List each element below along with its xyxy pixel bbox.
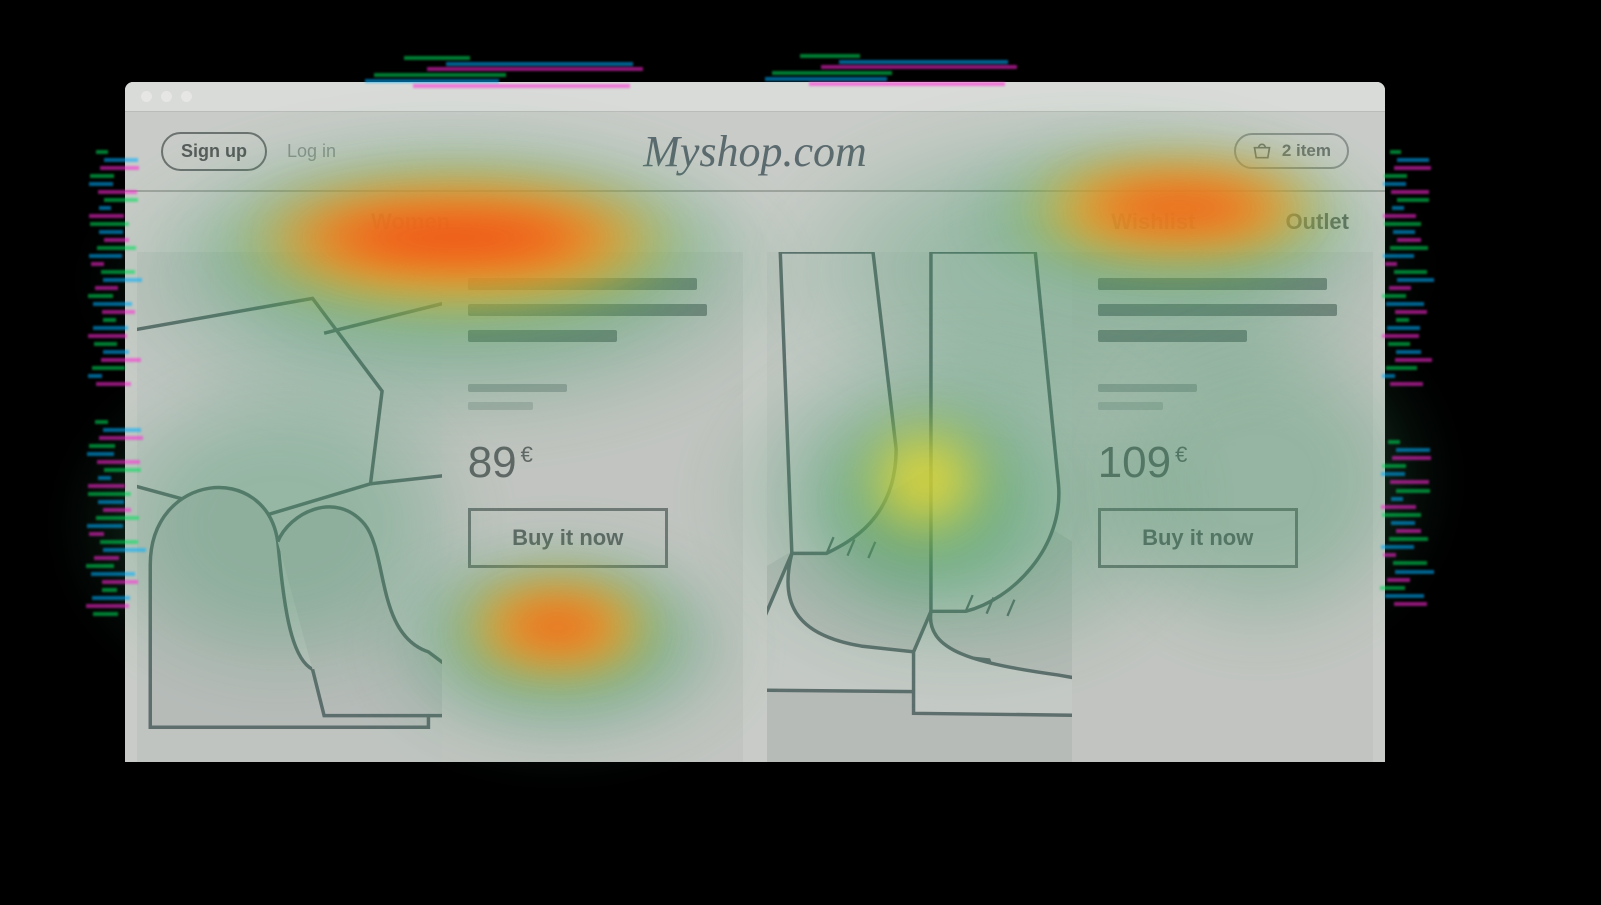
product-info-1: 89 € Buy it now [442,252,743,762]
product-price-1: 89 € [468,438,717,488]
skeleton-line [1098,384,1198,392]
buy-button-2[interactable]: Buy it now [1098,508,1298,568]
product-image-2 [767,252,1072,762]
main-nav: Women Wishlist Outlet [125,192,1385,252]
titlebar [125,82,1385,112]
skeleton-line [1098,278,1327,290]
signup-button[interactable]: Sign up [161,132,267,171]
currency-symbol: € [521,442,533,468]
site-logo[interactable]: Myshop.com [643,126,867,177]
page: Sign up Log in Myshop.com 2 item Women [125,112,1385,762]
product-info-2: 109 € Buy it now [1072,252,1373,762]
nav-item-outlet[interactable]: Outlet [1285,209,1349,235]
skeleton-line [468,384,568,392]
nav-item-wishlist[interactable]: Wishlist [1111,209,1195,235]
cart-label: 2 item [1282,141,1331,161]
skeleton-line [468,278,697,290]
product-price-2: 109 € [1098,438,1347,488]
login-link[interactable]: Log in [287,141,336,162]
product-card-1[interactable]: 89 € Buy it now [137,252,743,762]
skeleton-line [1098,304,1337,316]
product-image-1 [137,252,442,762]
skeleton-line [468,402,533,410]
window-dot-max[interactable] [181,91,192,102]
auth-group: Sign up Log in [161,132,336,171]
skeleton-line [468,304,707,316]
nav-item-women[interactable]: Women [371,209,450,235]
skeleton-line [468,330,618,342]
skeleton-line [1098,330,1248,342]
product-card-2[interactable]: 109 € Buy it now [767,252,1373,762]
bag-icon [1252,142,1272,160]
cart-button[interactable]: 2 item [1234,133,1349,169]
price-value: 89 [468,438,517,488]
window-dot-min[interactable] [161,91,172,102]
topbar: Sign up Log in Myshop.com 2 item [125,112,1385,192]
currency-symbol: € [1175,442,1187,468]
product-row: 89 € Buy it now [125,252,1385,762]
buy-button-1[interactable]: Buy it now [468,508,668,568]
skeleton-line [1098,402,1163,410]
price-value: 109 [1098,438,1171,488]
stage: Sign up Log in Myshop.com 2 item Women [0,0,1601,905]
browser-window: Sign up Log in Myshop.com 2 item Women [125,82,1385,762]
window-dot-close[interactable] [141,91,152,102]
